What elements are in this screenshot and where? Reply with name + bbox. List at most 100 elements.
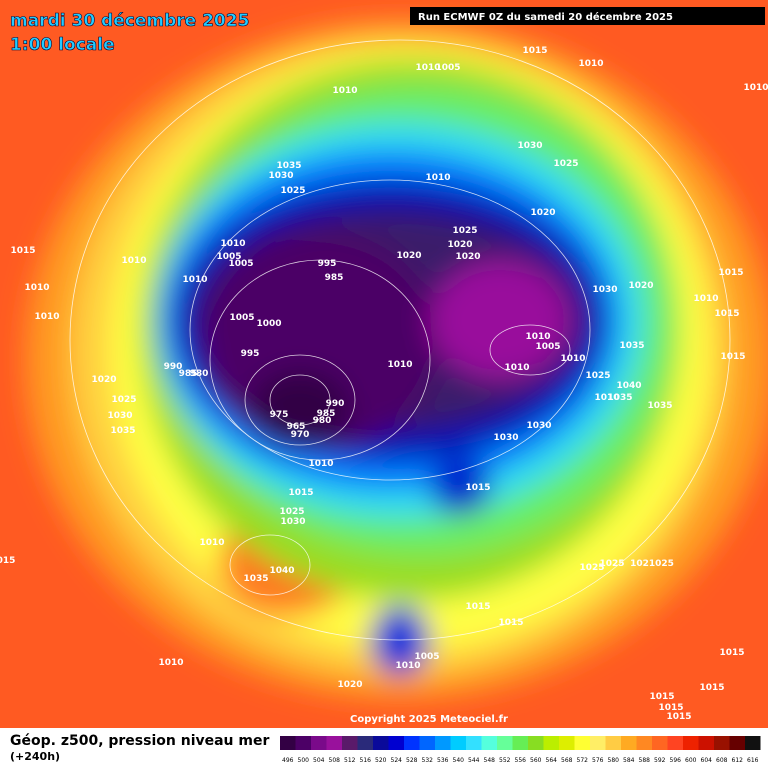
colorbar-label: 552 [499,757,511,764]
isobar-label: 1035 [243,574,268,584]
isobar-label: 995 [318,259,337,269]
colorbar-swatch [373,736,389,750]
isobar-label: 1010 [395,661,420,671]
colorbar-swatch [636,736,652,750]
isobar-label: 1005 [228,259,253,269]
isobar-label: 985 [179,369,198,379]
colorbar-swatch [698,736,714,750]
isobar-label: 1000 [256,319,281,329]
isobar-label: 980 [313,416,332,426]
isobar-label: 1015 [714,309,739,319]
colorbar-swatch [419,736,435,750]
colorbar-swatch [574,736,590,750]
isobar-label: 995 [241,349,260,359]
colorbar-label: 568 [561,757,573,764]
isobar-label: 1020 [337,680,362,690]
copyright: Copyright 2025 Meteociel.fr [350,714,508,725]
isobar-label: 1010 [158,658,183,668]
colorbar-label: 532 [422,757,434,764]
colorbar-label: 592 [654,757,666,764]
colorbar-label: 608 [716,757,728,764]
colorbar-swatch [466,736,482,750]
isobar-label: 1025 [280,186,305,196]
colorbar-swatch [590,736,606,750]
isobar-label: 1030 [493,433,518,443]
colorbar-label: 548 [484,757,496,764]
isobar-label: 1010 [594,393,619,403]
isobar-label: 1025 [279,507,304,517]
isobar-label: 1010 [743,83,768,93]
isobar-label: 1035 [607,393,632,403]
colorbar-label: 560 [530,757,542,764]
colorbar-swatch [729,736,745,750]
colorbar-swatch [745,736,761,750]
isobar-label: 1010 [308,459,333,469]
isobar-label: 980 [190,369,209,379]
isobar-label: 1005 [229,313,254,323]
colorbar-swatch [450,736,466,750]
isobar-label: 1005 [216,252,241,262]
colorbar-swatch [280,736,296,750]
isobar-label: 1015 [465,602,490,612]
colorbar-label: 536 [437,757,449,764]
isobar-label: 1015 [649,692,674,702]
isobar-label: 1040 [616,381,641,391]
isobar-label: 1015 [666,712,691,722]
isobar-label: 1015 [718,268,743,278]
isobar-label: 1035 [276,161,301,171]
isobar-label: 1015 [699,683,724,693]
isobar-label: 1040 [269,566,294,576]
colorbar-swatch [652,736,668,750]
isobar-label: 1005 [435,63,460,73]
isobar-label: 1020 [447,240,472,250]
colorbar-swatch [357,736,373,750]
isobar-label: 1015 [720,352,745,362]
colorbar-swatch [311,736,327,750]
colorbar-label: 500 [298,757,310,764]
colorbar-label: 584 [623,757,635,764]
colorbar-swatch [605,736,621,750]
isobar-label: 1010 [693,294,718,304]
colorbar-swatch [543,736,559,750]
colorbar-label: 516 [360,757,372,764]
isobar-label: 1005 [535,342,560,352]
time: 1:00 locale [10,35,115,55]
isobar-label: 1010 [220,239,245,249]
colorbar-label: 596 [670,757,682,764]
isobar-label: 1015 [719,648,744,658]
colorbar-label: 528 [406,757,418,764]
isobar-label: 1010 [578,59,603,69]
isobar-label: 1025 [585,371,610,381]
isobar-label: 1025 [553,159,578,169]
isobar-label: 1025 [111,395,136,405]
title: mardi 30 décembre 2025 [10,11,249,31]
isobar-label: 990 [326,399,345,409]
isobar-label: 1010 [387,360,412,370]
lead-time: (+240h) [10,750,60,763]
isobar-label: 1021025 [630,559,674,569]
isobar-label: 965 [287,422,306,432]
isobar-label: 1035 [110,426,135,436]
isobar-label: 1015 [288,488,313,498]
colorbar-label: 504 [313,757,325,764]
isobar-label: 975 [270,410,289,420]
isobar-label: 1010 [332,86,357,96]
isobar-label: 1015 [465,483,490,493]
isobar-label: 1020 [530,208,555,218]
colorbar: 496 500 504 508 512 516 520 524 528 532 536 540 544 5… [280,736,761,764]
colorbar-label: 512 [344,757,356,764]
map-field [0,0,768,728]
colorbar-label: 508 [329,757,341,764]
isobar-label: 970 [291,430,310,440]
colorbar-label: 616 [747,757,759,764]
colorbar-label: 524 [391,757,403,764]
isobar-label: 1015 [658,703,683,713]
colorbar-swatch [497,736,513,750]
isobar-label: 1015 [498,618,523,628]
isobar-label: 1010 [525,332,550,342]
isobar-label: 1005 [414,652,439,662]
isobar-label: 990 [164,362,183,372]
